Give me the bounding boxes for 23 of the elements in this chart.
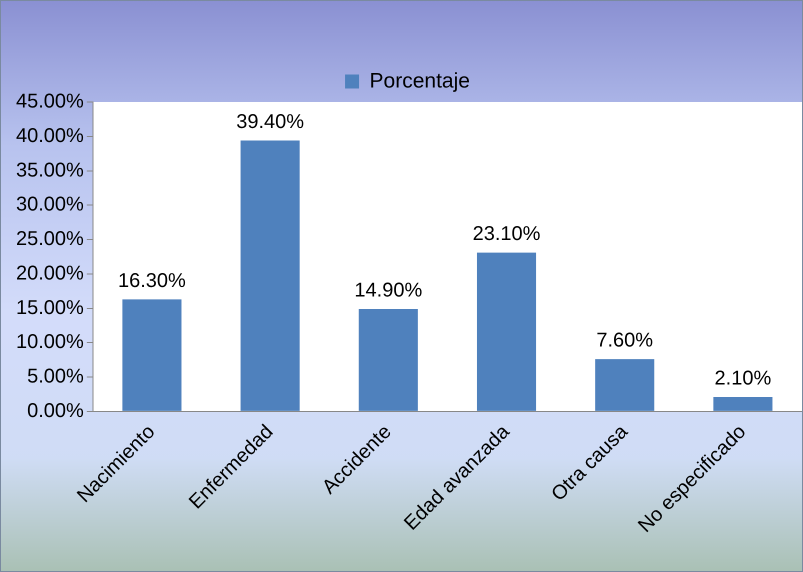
- y-tick-label: 5.00%: [27, 366, 84, 388]
- legend-label: Porcentaje: [370, 69, 470, 92]
- data-label: 14.90%: [354, 279, 422, 302]
- y-tick-label: 0.00%: [27, 400, 84, 422]
- bar: [713, 396, 772, 411]
- bar: [476, 252, 536, 411]
- y-tick-label: 15.00%: [16, 296, 84, 319]
- y-tick-label: 10.00%: [16, 331, 84, 354]
- y-tick-label: 25.00%: [16, 228, 84, 250]
- bar: [358, 308, 418, 411]
- data-label: 7.60%: [596, 330, 654, 352]
- y-tick-label: 20.00%: [16, 262, 84, 284]
- data-label: 2.10%: [714, 367, 772, 390]
- bar: [595, 359, 654, 411]
- bar: [240, 140, 300, 411]
- y-tick-label: 35.00%: [16, 159, 84, 182]
- data-label: 39.40%: [236, 111, 304, 134]
- data-label: 16.30%: [118, 270, 186, 292]
- bar: [122, 299, 182, 411]
- y-tick-label: 45.00%: [16, 90, 84, 113]
- y-tick-label: 30.00%: [16, 194, 84, 216]
- y-tick-label: 40.00%: [16, 124, 84, 147]
- data-label: 23.10%: [472, 223, 541, 246]
